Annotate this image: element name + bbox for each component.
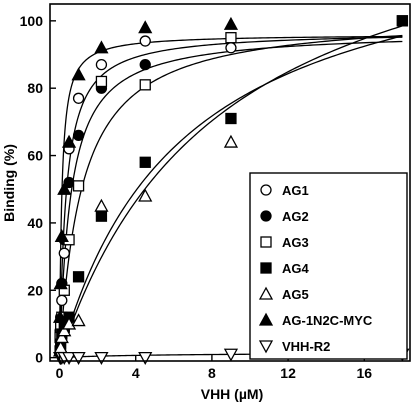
y-tick-label: 100 (20, 13, 44, 29)
point-ag1 (58, 247, 70, 259)
legend-label: AG2 (282, 209, 309, 224)
point-vhh-r2 (94, 351, 109, 365)
point-ag4 (225, 112, 237, 125)
legend-marker-ag-1n2c-myc (258, 312, 274, 326)
point-ag2 (72, 129, 85, 141)
legend-label: AG1 (282, 183, 309, 198)
legend-label: AG-1N2C-MYC (282, 313, 373, 328)
point-ag2 (139, 58, 151, 71)
point-vhh-r2 (223, 348, 239, 362)
x-tick-label: 4 (132, 365, 140, 381)
x-tick-label: 16 (356, 365, 372, 381)
point-vhh-r2 (61, 351, 77, 365)
legend-marker-vhh-r2 (258, 340, 274, 354)
point-ag1 (56, 294, 68, 307)
legend-label: AG5 (282, 287, 309, 302)
point-ag5 (71, 313, 86, 327)
legend-entries: AG1 AG2 AG3 AG4 AG5 AG-1N2C-MYC VHH-R2 (258, 183, 373, 354)
legend-marker-ag5 (258, 286, 274, 300)
point-vhh-r2 (71, 351, 86, 365)
y-axis-title: Binding (%) (1, 144, 17, 222)
point-ag-1n2c-myc (61, 134, 77, 148)
x-tick-label: 8 (208, 365, 216, 381)
point-ag1 (139, 35, 151, 47)
x-tick-label: 12 (280, 365, 296, 381)
data-points (53, 15, 410, 365)
point-ag5 (138, 188, 153, 202)
legend-marker-ag3 (260, 236, 272, 248)
point-ag3 (225, 32, 237, 44)
point-ag-1n2c-myc (54, 229, 69, 243)
point-ag4 (72, 271, 85, 283)
legend-marker-ag2 (260, 210, 272, 222)
x-axis-title: VHH (µM) (201, 386, 264, 402)
y-tick-label: 40 (27, 215, 43, 231)
point-ag4 (95, 210, 108, 222)
axis-ticks: 0 4 8 12 16 0 20 40 60 80 100 (20, 13, 373, 381)
point-ag5 (57, 323, 72, 337)
legend-box (249, 172, 408, 360)
y-tick-label: 60 (27, 148, 43, 164)
y-tick-label: 20 (27, 282, 43, 298)
point-ag3 (72, 180, 85, 192)
y-tick-label: 80 (27, 80, 43, 96)
legend-marker-ag1 (260, 184, 272, 196)
point-ag5 (94, 198, 109, 212)
point-ag3 (95, 75, 108, 88)
point-ag1 (72, 92, 85, 104)
legend-label: AG4 (282, 261, 310, 276)
point-ag5 (54, 330, 69, 344)
y-tick-label: 0 (35, 350, 43, 366)
point-ag1 (95, 58, 108, 71)
legend-label: AG3 (282, 235, 309, 250)
x-tick-label: 0 (56, 365, 64, 381)
point-ag1 (225, 42, 237, 54)
point-ag-1n2c-myc (223, 16, 239, 30)
point-vhh-r2 (138, 351, 153, 365)
point-ag3 (139, 79, 151, 91)
point-ag5 (223, 134, 239, 148)
point-ag4 (396, 15, 409, 27)
legend: AG1 AG2 AG3 AG4 AG5 AG-1N2C-MYC VHH-R2 (249, 172, 408, 360)
fit-curve-ag1 (58, 36, 403, 358)
point-ag-1n2c-myc (53, 276, 68, 290)
point-ag-1n2c-myc (57, 181, 72, 195)
legend-marker-ag4 (260, 262, 272, 274)
point-ag-1n2c-myc (53, 309, 68, 323)
legend-label: VHH-R2 (282, 339, 330, 354)
point-ag-1n2c-myc (94, 40, 109, 54)
point-ag4 (139, 156, 151, 168)
point-ag-1n2c-myc (138, 20, 153, 34)
point-ag-1n2c-myc (71, 67, 86, 81)
plot-frame (49, 3, 411, 362)
